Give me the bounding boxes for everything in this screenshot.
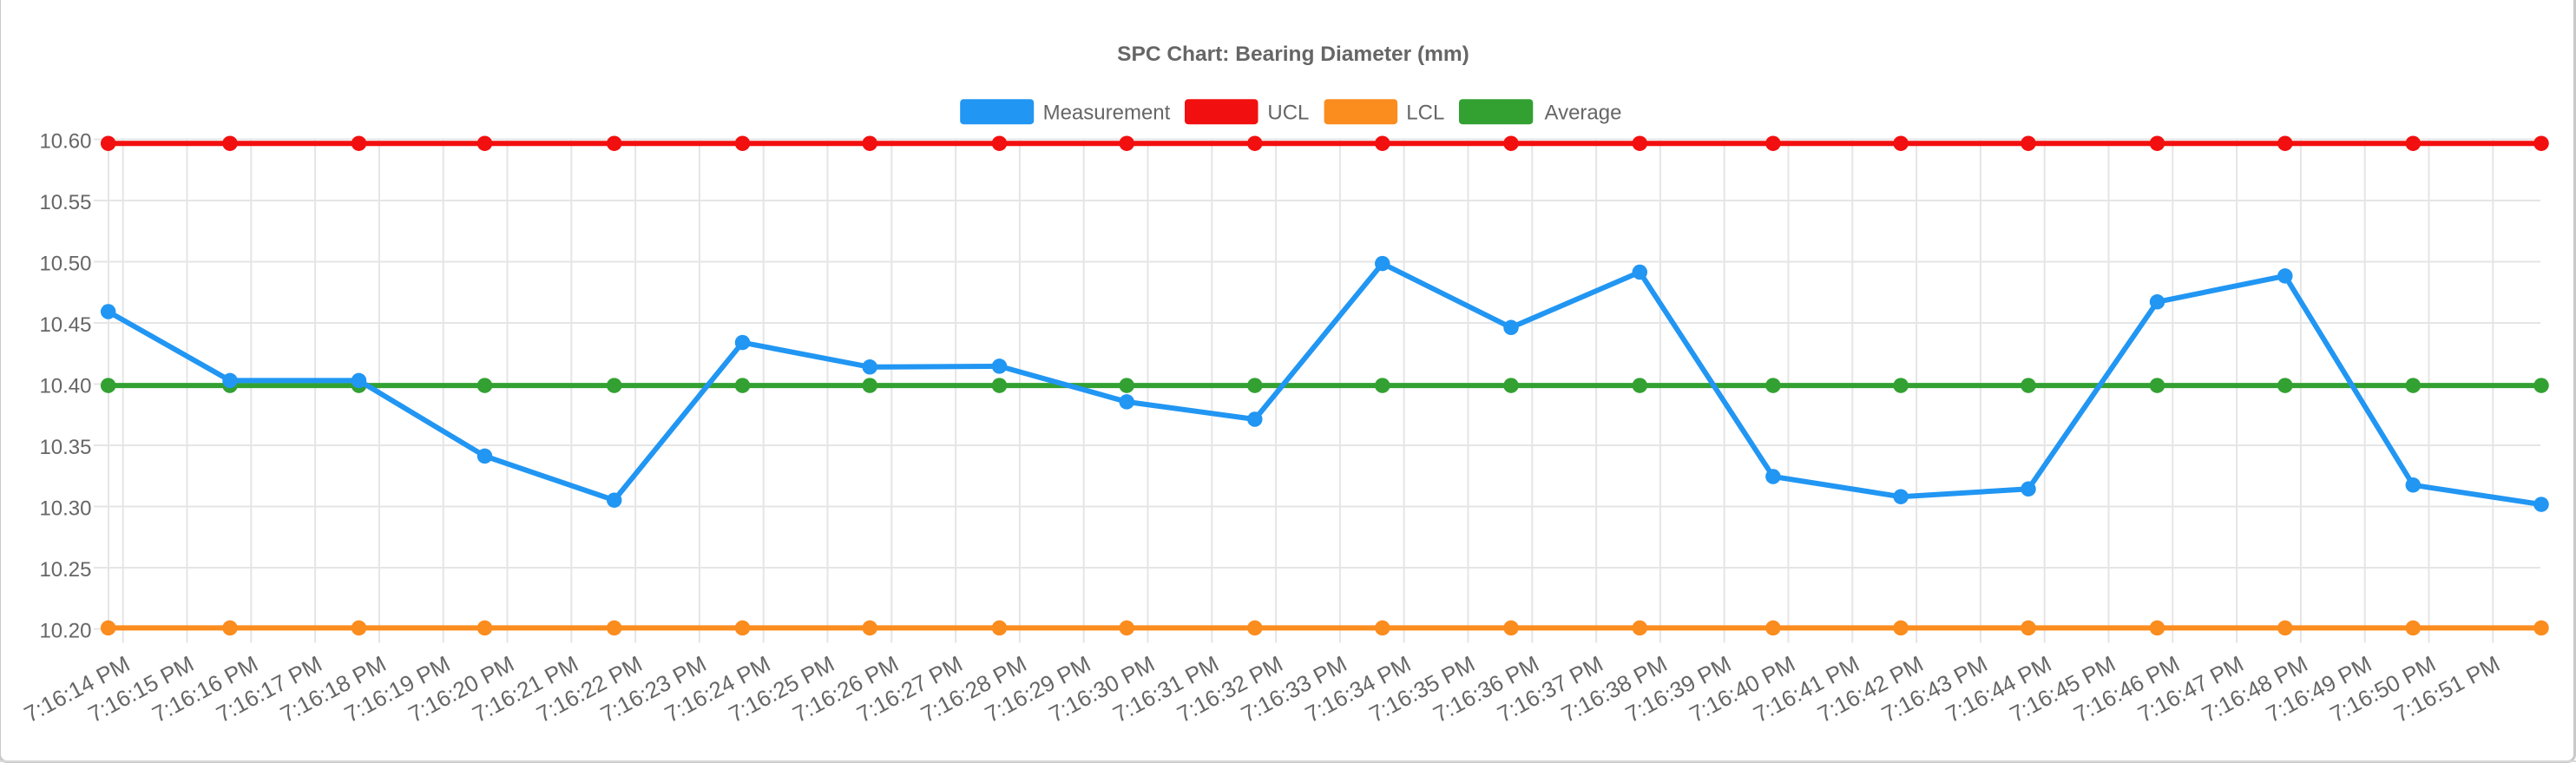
svg-text:10.20: 10.20 <box>39 619 91 642</box>
svg-text:10.30: 10.30 <box>39 497 91 520</box>
svg-text:10.45: 10.45 <box>39 313 91 337</box>
svg-text:UCL: UCL <box>1267 101 1309 124</box>
svg-text:LCL: LCL <box>1406 101 1444 124</box>
svg-text:10.35: 10.35 <box>39 436 91 459</box>
svg-text:10.50: 10.50 <box>39 252 91 275</box>
svg-text:SPC Chart: Bearing Diameter (m: SPC Chart: Bearing Diameter (mm) <box>1117 43 1469 66</box>
svg-text:10.55: 10.55 <box>39 191 91 214</box>
svg-text:10.40: 10.40 <box>39 374 91 398</box>
svg-text:10.25: 10.25 <box>39 558 91 582</box>
svg-text:10.60: 10.60 <box>39 129 91 153</box>
svg-text:Average: Average <box>1545 101 1622 124</box>
svg-text:Measurement: Measurement <box>1043 101 1171 124</box>
